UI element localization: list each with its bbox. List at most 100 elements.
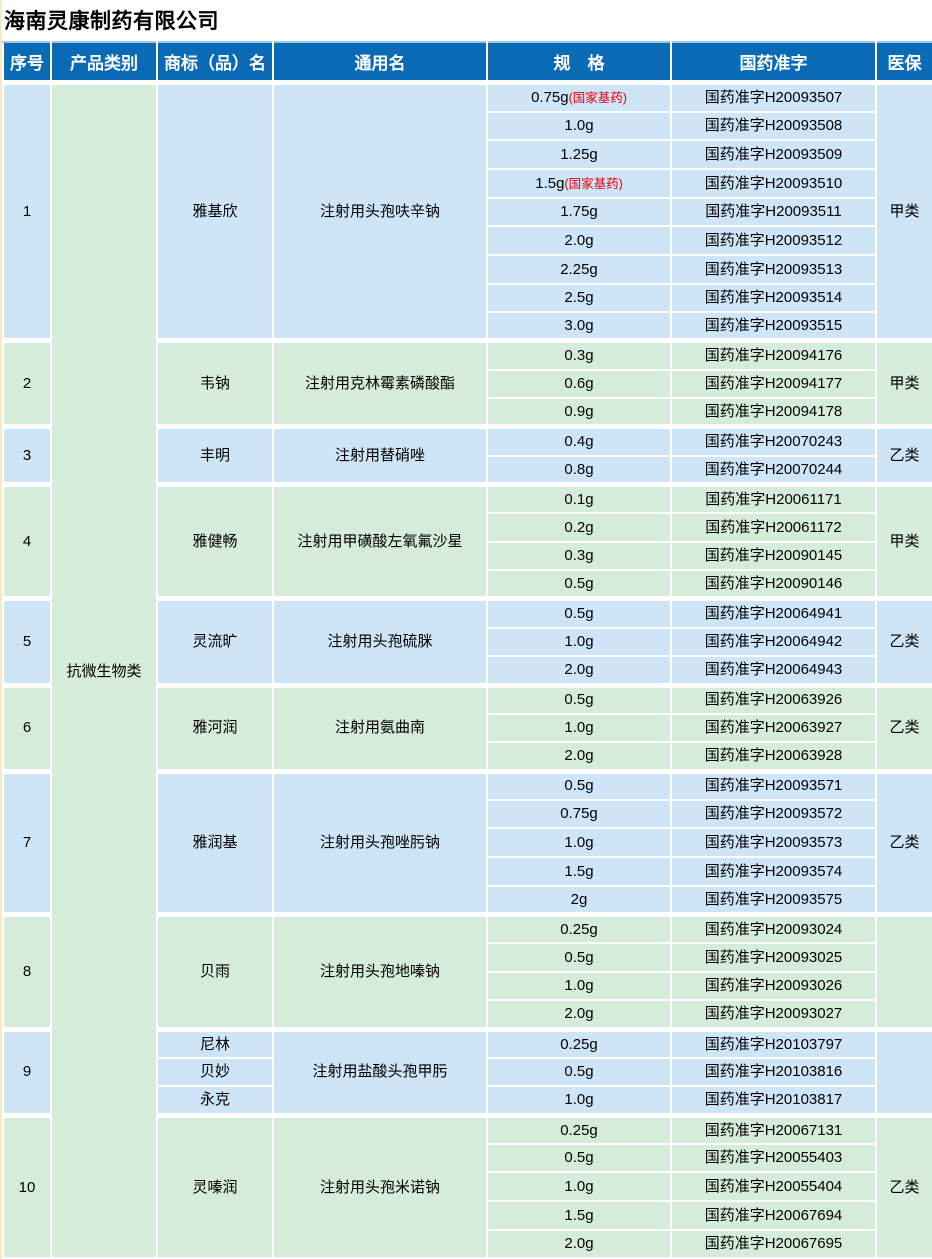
spec-cell: 2.25g [486, 253, 672, 285]
approval-number-cell: 国药准字H20055404 [670, 1171, 877, 1203]
spec-value: 1.25g [560, 145, 598, 163]
spec-value: 0.5g [564, 777, 594, 795]
spec-value: 2.0g [564, 1235, 594, 1253]
approval-number-cell: 国药准字H20103797 [670, 1026, 877, 1059]
table-row: 0.9g 国药准字H20094178 [3, 397, 932, 428]
approval-number-cell: 国药准字H20093574 [670, 856, 877, 887]
approval-number-cell: 国药准字H20093025 [670, 942, 877, 973]
insurance-cell: 乙类 [875, 682, 932, 773]
insurance-cell: 乙类 [875, 768, 932, 916]
spec-value: 2.0g [564, 231, 594, 249]
approval-number-cell: 国药准字H20061172 [670, 511, 877, 543]
spec-cell: 2.5g [486, 282, 672, 314]
table-row: 2.25g 国药准字H20093513 [3, 253, 932, 285]
approval-number-cell: 国药准字H20067131 [670, 1112, 877, 1145]
spec-value: 0.3g [564, 547, 594, 565]
column-header-category: 产品类别 [50, 41, 158, 84]
table-row: 贝妙 0.5g 国药准字H20103816 [3, 1056, 932, 1088]
spec-cell: 0.8g [486, 454, 672, 486]
table-row: 0.8g 国药准字H20070244 [3, 454, 932, 486]
approval-number-cell: 国药准字H20093573 [670, 827, 877, 859]
table-row: 2.0g 国药准字H20093512 [3, 225, 932, 256]
generic-name-cell: 注射用甲磺酸左氧氟沙星 [272, 481, 488, 600]
spec-cell: 1.0g [486, 827, 672, 859]
brand-cell: 永克 [156, 1085, 274, 1117]
approval-number-cell: 国药准字H20063928 [670, 741, 877, 773]
approval-number-cell: 国药准字H20093515 [670, 311, 877, 342]
brand-cell: 灵嗪润 [156, 1112, 274, 1259]
insurance-cell [875, 1026, 932, 1117]
approval-number-cell: 国药准字H20093026 [670, 970, 877, 1002]
spec-value: 2.0g [564, 1005, 594, 1023]
column-header-no: 序号 [2, 41, 52, 84]
generic-name-cell: 注射用头孢米诺钠 [272, 1112, 488, 1259]
spec-value: 1.75g [560, 203, 598, 221]
generic-name-cell: 注射用头孢硫脒 [272, 596, 488, 687]
row-number-cell: 4 [2, 481, 52, 600]
spec-value: 0.75g [531, 89, 569, 107]
approval-number-cell: 国药准字H20093572 [670, 798, 877, 830]
spec-cell: 1.5g(国家基药) [486, 167, 672, 199]
spec-value: 1.5g [535, 174, 565, 192]
approval-number-cell: 国药准字H20064941 [670, 596, 877, 629]
company-title: 海南灵康制药有限公司 [4, 10, 219, 33]
spec-cell: 0.5g [486, 768, 672, 801]
approval-number-cell: 国药准字H20070243 [670, 424, 877, 457]
spec-value: 2.25g [560, 260, 598, 278]
spec-cell: 0.1g [486, 481, 672, 514]
generic-name-cell: 注射用替硝唑 [272, 424, 488, 486]
spec-value: 0.8g [564, 460, 594, 478]
approval-number-cell: 国药准字H20090145 [670, 540, 877, 572]
approval-number-cell: 国药准字H20093511 [670, 196, 877, 228]
spec-cell: 0.25g [486, 1112, 672, 1145]
spec-value: 0.5g [564, 1149, 594, 1167]
approval-number-cell: 国药准字H20094178 [670, 397, 877, 428]
table-row: 5 灵流旷 注射用头孢硫脒 0.5g 国药准字H20064941 乙类 [2, 596, 932, 687]
spec-value: 2g [570, 890, 588, 908]
generic-name-cell: 注射用克林霉素磷酸酯 [272, 338, 488, 428]
national-essential-drug-note: (国家基药) [568, 91, 627, 106]
table-row: 0.3g 国药准字H20090145 [3, 540, 932, 572]
spec-value: 0.2g [564, 518, 594, 536]
spec-value: 0.25g [560, 920, 598, 938]
table-row: 1.5g 国药准字H20093574 [3, 856, 932, 887]
brand-cell: 雅河润 [156, 682, 274, 773]
table-row: 0.5g 国药准字H20055403 [3, 1142, 932, 1174]
insurance-cell: 甲类 [875, 80, 932, 342]
product-table: 序号 产品类别 商标（品）名 通用名规 格国药准字 医保 1 抗微生物类 雅基欣 注射用头孢呋… [2, 41, 932, 1259]
table-row: 1.5g(国家基药) 国药准字H20093510 [3, 167, 932, 199]
spec-cell: 0.25g [486, 911, 672, 945]
insurance-cell: 乙类 [875, 596, 932, 687]
table-row: 2g 国药准字H20093575 [3, 884, 932, 916]
column-header-generic: 通用名 [272, 41, 488, 84]
spec-value: 0.25g [560, 1035, 598, 1053]
spec-value: 1.0g [564, 117, 594, 135]
spec-value: 0.6g [564, 375, 594, 393]
spec-value: 0.9g [564, 403, 594, 421]
spec-cell: 0.3g [486, 540, 672, 572]
approval-number-cell: 国药准字H20103817 [670, 1085, 877, 1117]
table-row: 1.0g 国药准字H20055404 [3, 1171, 932, 1203]
insurance-cell: 甲类 [875, 481, 932, 600]
column-header-brand: 商标（品）名 [156, 41, 274, 84]
spec-value: 1.0g [564, 1091, 594, 1109]
approval-number-cell: 国药准字H20093513 [670, 253, 877, 285]
spec-cell: 0.5g [486, 1142, 672, 1174]
approval-number-cell: 国药准字H20094177 [670, 368, 877, 400]
spec-cell: 1.0g [486, 1085, 672, 1117]
spec-cell: 1.0g [486, 110, 672, 142]
row-number-cell: 10 [2, 1112, 52, 1259]
spec-cell: 1.75g [486, 196, 672, 228]
approval-number-cell: 国药准字H20063927 [670, 712, 877, 744]
spec-cell: 2.0g [486, 999, 672, 1031]
spec-value: 0.3g [564, 347, 594, 365]
approval-number-cell: 国药准字H20093512 [670, 225, 877, 256]
approval-number-cell: 国药准字H20067694 [670, 1200, 877, 1231]
spec-cell: 0.5g [486, 682, 672, 715]
table-row: 2 韦钠 注射用克林霉素磷酸酯 0.3g 国药准字H20094176 甲类 [2, 338, 932, 428]
brand-cell: 韦钠 [156, 338, 274, 428]
spec-cell: 0.5g [486, 942, 672, 973]
page-left-edge-strip [0, 0, 2, 1259]
spec-cell: 1.5g [486, 856, 672, 887]
spec-value: 3.0g [564, 317, 594, 335]
